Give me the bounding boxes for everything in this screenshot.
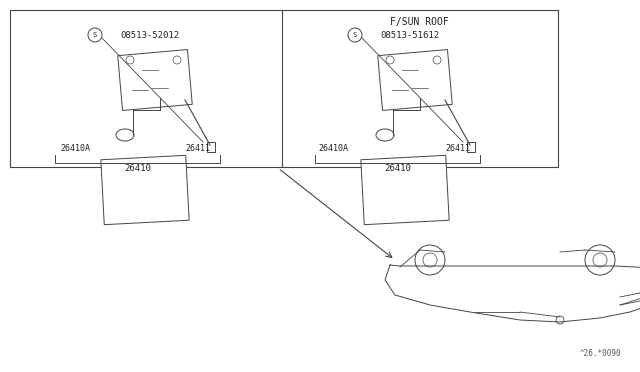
Ellipse shape <box>376 129 394 141</box>
Circle shape <box>348 28 362 42</box>
Text: 26410A: 26410A <box>60 144 90 153</box>
Text: 26410: 26410 <box>125 164 152 173</box>
Bar <box>467 142 475 152</box>
Polygon shape <box>361 155 449 225</box>
Polygon shape <box>378 49 452 110</box>
Polygon shape <box>118 49 192 110</box>
Text: 08513-51612: 08513-51612 <box>380 31 440 39</box>
Text: S: S <box>93 32 97 38</box>
Polygon shape <box>101 155 189 225</box>
Text: ^26.*0090: ^26.*0090 <box>580 350 621 359</box>
Circle shape <box>433 56 441 64</box>
Text: 26410A: 26410A <box>318 144 348 153</box>
Bar <box>10 10 558 167</box>
Circle shape <box>585 245 615 275</box>
Text: 08513-52012: 08513-52012 <box>120 31 180 39</box>
Circle shape <box>423 253 437 267</box>
Circle shape <box>173 56 181 64</box>
Circle shape <box>593 253 607 267</box>
Circle shape <box>126 56 134 64</box>
Circle shape <box>415 245 445 275</box>
Text: 26411: 26411 <box>445 144 470 153</box>
Text: F/SUN ROOF: F/SUN ROOF <box>390 17 449 27</box>
Ellipse shape <box>116 129 134 141</box>
Text: S: S <box>353 32 357 38</box>
Circle shape <box>88 28 102 42</box>
Bar <box>207 142 215 152</box>
Circle shape <box>556 316 564 324</box>
Text: 26411: 26411 <box>185 144 210 153</box>
Circle shape <box>386 56 394 64</box>
Text: 26410: 26410 <box>385 164 412 173</box>
